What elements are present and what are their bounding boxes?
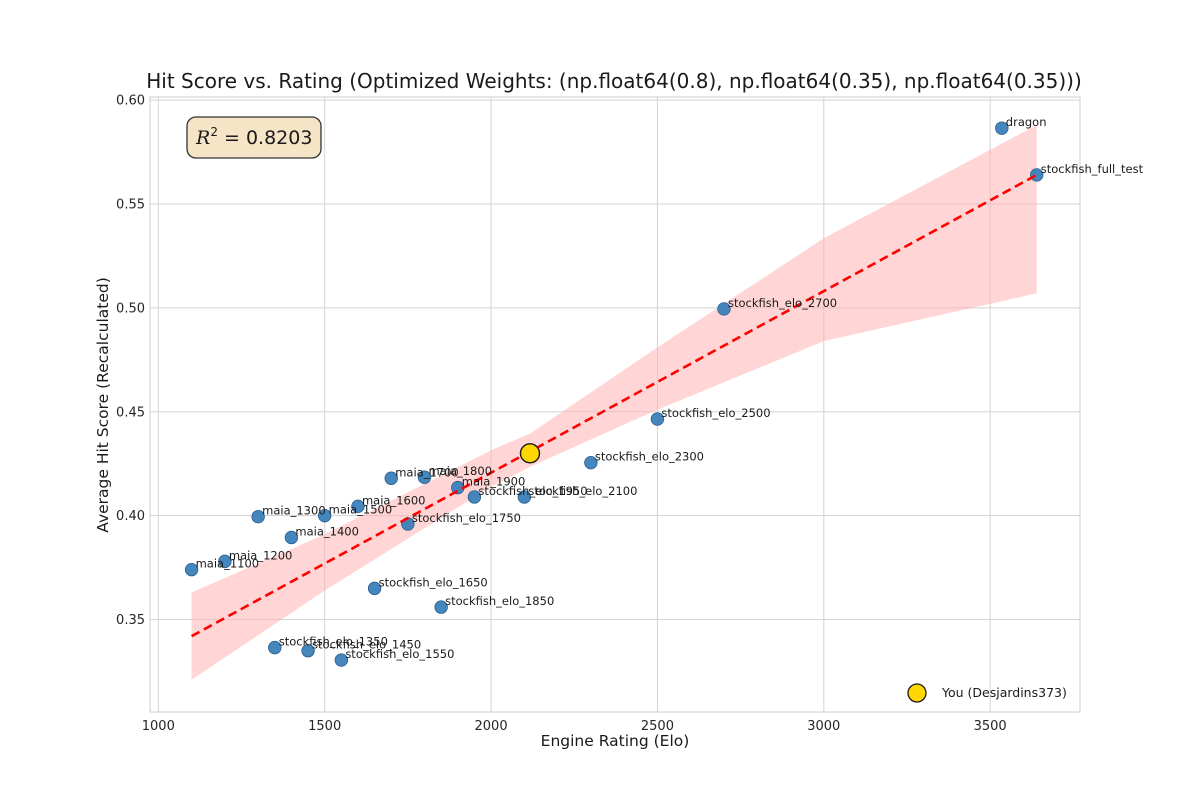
- point-label: maia_1900: [462, 475, 526, 489]
- data-point: [218, 554, 232, 569]
- point-label: stockfish_elo_1650: [379, 575, 488, 589]
- legend-marker-you: [907, 683, 927, 703]
- x-axis-label: Engine Rating (Elo): [541, 732, 690, 750]
- point-label: maia_1600: [362, 493, 426, 507]
- data-point: [334, 653, 349, 667]
- r-squared-text: R2 = 0.8203: [195, 125, 312, 149]
- y-tick-label: 0.45: [116, 405, 145, 420]
- legend-label-you: You (Desjardins373): [941, 685, 1067, 700]
- data-point: [268, 640, 282, 655]
- x-tick-label: 2500: [641, 719, 674, 734]
- x-tick-label: 2000: [475, 719, 508, 734]
- data-point: [434, 600, 448, 614]
- you-point: [519, 443, 541, 464]
- data-point: [517, 490, 532, 504]
- point-label: stockfish_elo_1350: [279, 635, 388, 649]
- point-label: stockfish_elo_2500: [661, 406, 770, 420]
- point-label: maia_1500: [329, 503, 393, 517]
- point-label: maia_1100: [196, 557, 260, 571]
- data-points: [184, 121, 1044, 667]
- data-point: [367, 581, 382, 596]
- y-tick-label: 0.60: [116, 94, 145, 109]
- data-point: [184, 562, 199, 577]
- r-squared-annotation: R2 = 0.8203: [186, 116, 322, 159]
- data-point: [467, 490, 482, 504]
- x-tick-label: 3500: [974, 719, 1007, 734]
- x-tick-label: 3000: [807, 719, 840, 734]
- legend: You (Desjardins373): [907, 683, 1067, 703]
- data-point: [584, 455, 598, 470]
- point-label: maia_1700: [395, 465, 459, 479]
- point-label: stockfish_elo_1750: [412, 511, 521, 525]
- y-tick-labels: 0.35 0.40 0.45 0.50 0.55 0.60: [116, 94, 145, 628]
- point-label: stockfish_elo_1850: [445, 594, 554, 608]
- x-tick-label: 1000: [142, 719, 175, 734]
- data-point: [251, 509, 265, 524]
- r-squared-box: [186, 116, 322, 159]
- point-label: stockfish_elo_1950: [478, 484, 587, 498]
- y-tick-label: 0.55: [116, 198, 145, 213]
- x-tick-labels: 1000 1500 2000 2500 3000 3500: [142, 719, 1007, 734]
- y-tick-label: 0.40: [116, 509, 145, 524]
- data-point: [650, 412, 665, 426]
- y-tick-label: 0.50: [116, 301, 145, 316]
- data-point: [717, 302, 731, 316]
- point-label: stockfish_elo_2700: [728, 296, 837, 310]
- point-label: maia_1800: [429, 464, 493, 478]
- point-label: dragon: [1006, 115, 1047, 129]
- point-label: maia_1300: [262, 504, 326, 518]
- point-label: stockfish_elo_2300: [595, 450, 704, 464]
- x-tick-label: 1500: [308, 719, 341, 734]
- r-squared-value: 0.8203: [246, 127, 312, 149]
- point-label: stockfish_elo_2100: [528, 484, 637, 498]
- data-point: [384, 471, 398, 485]
- point-label: stockfish_full_test: [1041, 162, 1144, 176]
- data-point: [351, 499, 365, 514]
- point-label: maia_1400: [295, 524, 359, 538]
- data-point: [995, 121, 1009, 135]
- y-axis-label: Average Hit Score (Recalculated): [94, 277, 112, 533]
- confidence-band: [191, 125, 1037, 680]
- data-point: [317, 508, 332, 523]
- data-point: [301, 644, 315, 658]
- chart-title: Hit Score vs. Rating (Optimized Weights:…: [146, 69, 1082, 93]
- point-label: stockfish_elo_1550: [345, 647, 454, 661]
- point-label: stockfish_elo_1450: [312, 638, 421, 652]
- y-tick-label: 0.35: [116, 613, 145, 628]
- regression-line: [190, 173, 1038, 638]
- data-point: [417, 470, 432, 484]
- data-point: [284, 530, 299, 545]
- point-label: maia_1200: [229, 548, 293, 562]
